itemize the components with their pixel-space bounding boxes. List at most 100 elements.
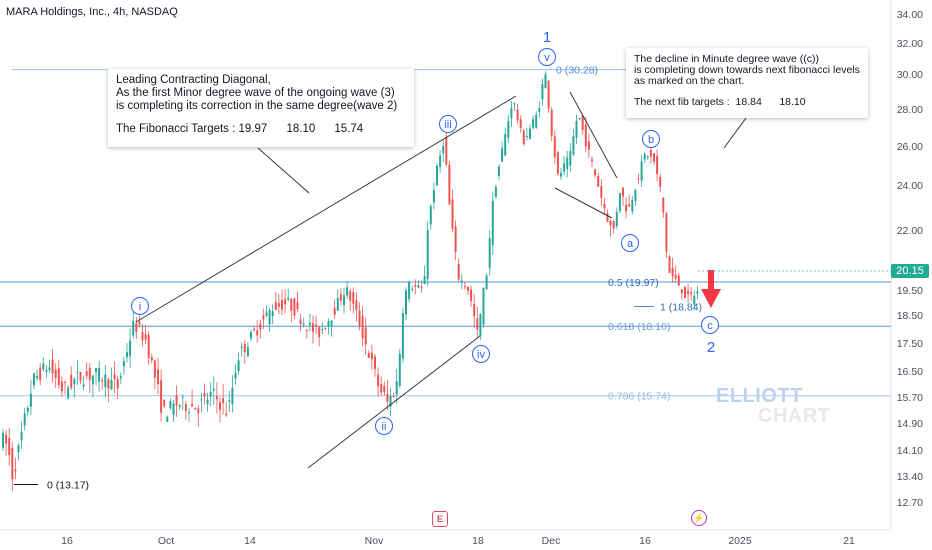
candle-body <box>535 114 538 128</box>
candle-body <box>380 383 383 393</box>
candle-body <box>219 402 221 410</box>
candle-body <box>253 328 256 331</box>
candle-body <box>116 379 119 389</box>
candle-body <box>274 302 277 310</box>
candle-body <box>206 399 209 405</box>
candle-body <box>581 115 584 130</box>
annotation-right[interactable]: The decline in Minute degree wave ((c)) … <box>626 48 868 118</box>
candle-body <box>411 288 414 290</box>
candle-body <box>107 379 110 389</box>
wave-label-v-circle <box>538 48 556 66</box>
wave-label-c-circle <box>701 316 719 334</box>
candle-body <box>600 186 603 198</box>
annotation-left-line3: is completing its correction in the same… <box>116 100 398 112</box>
candle-body <box>135 323 138 332</box>
candle-body <box>488 238 491 268</box>
candle-body <box>45 369 48 372</box>
candle-body <box>606 213 609 222</box>
candle-body <box>584 124 587 147</box>
candle-body <box>426 230 429 280</box>
candle-body <box>684 286 686 298</box>
candle-body <box>408 282 411 300</box>
annotation-left-line4: The Fibonacci Targets : 19.97 18.10 15.7… <box>116 123 364 135</box>
candle-body <box>144 334 147 340</box>
candle-body <box>556 152 559 174</box>
last-price-badge: 20.15 <box>891 264 929 278</box>
wave-label-ii: ii <box>382 421 387 433</box>
candle-body <box>336 297 339 311</box>
candle-body <box>507 120 510 138</box>
candle-body <box>640 161 643 181</box>
fib-label-1: 1 (18.84) <box>660 302 702 314</box>
candle-body <box>91 375 94 385</box>
candle-body <box>482 287 485 325</box>
candle-body <box>420 286 423 288</box>
candle-body <box>479 313 482 337</box>
candle-body <box>457 264 460 280</box>
candle-body <box>674 274 677 279</box>
candle-body <box>445 137 448 165</box>
candle-body <box>504 133 507 156</box>
candle-body <box>637 178 640 180</box>
candle-body <box>615 211 618 227</box>
candle-body <box>367 352 370 358</box>
candle-body <box>333 307 336 315</box>
x-tick-label: 14 <box>244 535 256 547</box>
candle-body <box>525 135 528 137</box>
candle-body <box>631 199 634 212</box>
wave-label-i: i <box>139 301 141 313</box>
candle-body <box>14 469 17 472</box>
candle-body <box>203 393 206 397</box>
dividend-event-icon[interactable]: ⚡ <box>691 510 707 526</box>
wave-label-i-circle <box>131 297 149 315</box>
annotation-right-line1: The decline in Minute degree wave ((c)) <box>634 53 820 65</box>
candle-body <box>262 315 265 320</box>
candle-body <box>315 324 318 327</box>
candle-body <box>578 117 581 119</box>
fib-label-0: 0 (30.28) <box>556 65 598 77</box>
candle-body <box>470 289 473 302</box>
candle-body <box>293 298 296 316</box>
candle-body <box>256 330 259 336</box>
candle-body <box>541 84 544 100</box>
candle-body <box>566 157 569 170</box>
candle-body <box>181 396 184 398</box>
candle-body <box>308 322 311 325</box>
earnings-event-icon[interactable]: E <box>432 511 448 527</box>
candle-body <box>324 328 327 330</box>
candle-body <box>70 374 73 388</box>
diagonal-lower-trendline <box>307 335 481 469</box>
fib-label-start: 0 (13.17) <box>47 480 89 492</box>
candle-body <box>48 367 51 371</box>
candle-body <box>188 412 190 414</box>
annotation-left[interactable]: Leading Contracting Diagonal, As the fir… <box>108 69 414 147</box>
x-tick-label: 16 <box>61 535 73 547</box>
y-tick-label: 26.00 <box>897 141 923 153</box>
candle-body <box>575 121 578 138</box>
candle-body <box>547 80 550 109</box>
candle-body <box>609 221 612 226</box>
candle-body <box>296 302 299 310</box>
candle-body <box>302 323 305 325</box>
candle-body <box>240 346 243 349</box>
candle-body <box>318 326 321 338</box>
wave-label-minor-1: 1 <box>543 29 551 46</box>
candle-body <box>11 447 14 480</box>
candle-body <box>587 141 590 150</box>
candle-body <box>138 321 141 325</box>
candle-body <box>237 360 240 372</box>
candle-body <box>597 176 600 187</box>
candle-body <box>126 352 128 358</box>
candle-body <box>346 287 349 296</box>
candle-body <box>222 398 225 404</box>
candle-body <box>113 374 116 380</box>
candle-body <box>265 312 268 316</box>
candle-body <box>36 376 39 379</box>
candle-body <box>429 206 432 225</box>
wave-label-iii-circle <box>439 115 457 133</box>
candle-body <box>287 297 290 300</box>
candle-body <box>662 197 665 213</box>
wave-label-iv-circle <box>472 345 490 363</box>
candle-body <box>150 357 153 361</box>
